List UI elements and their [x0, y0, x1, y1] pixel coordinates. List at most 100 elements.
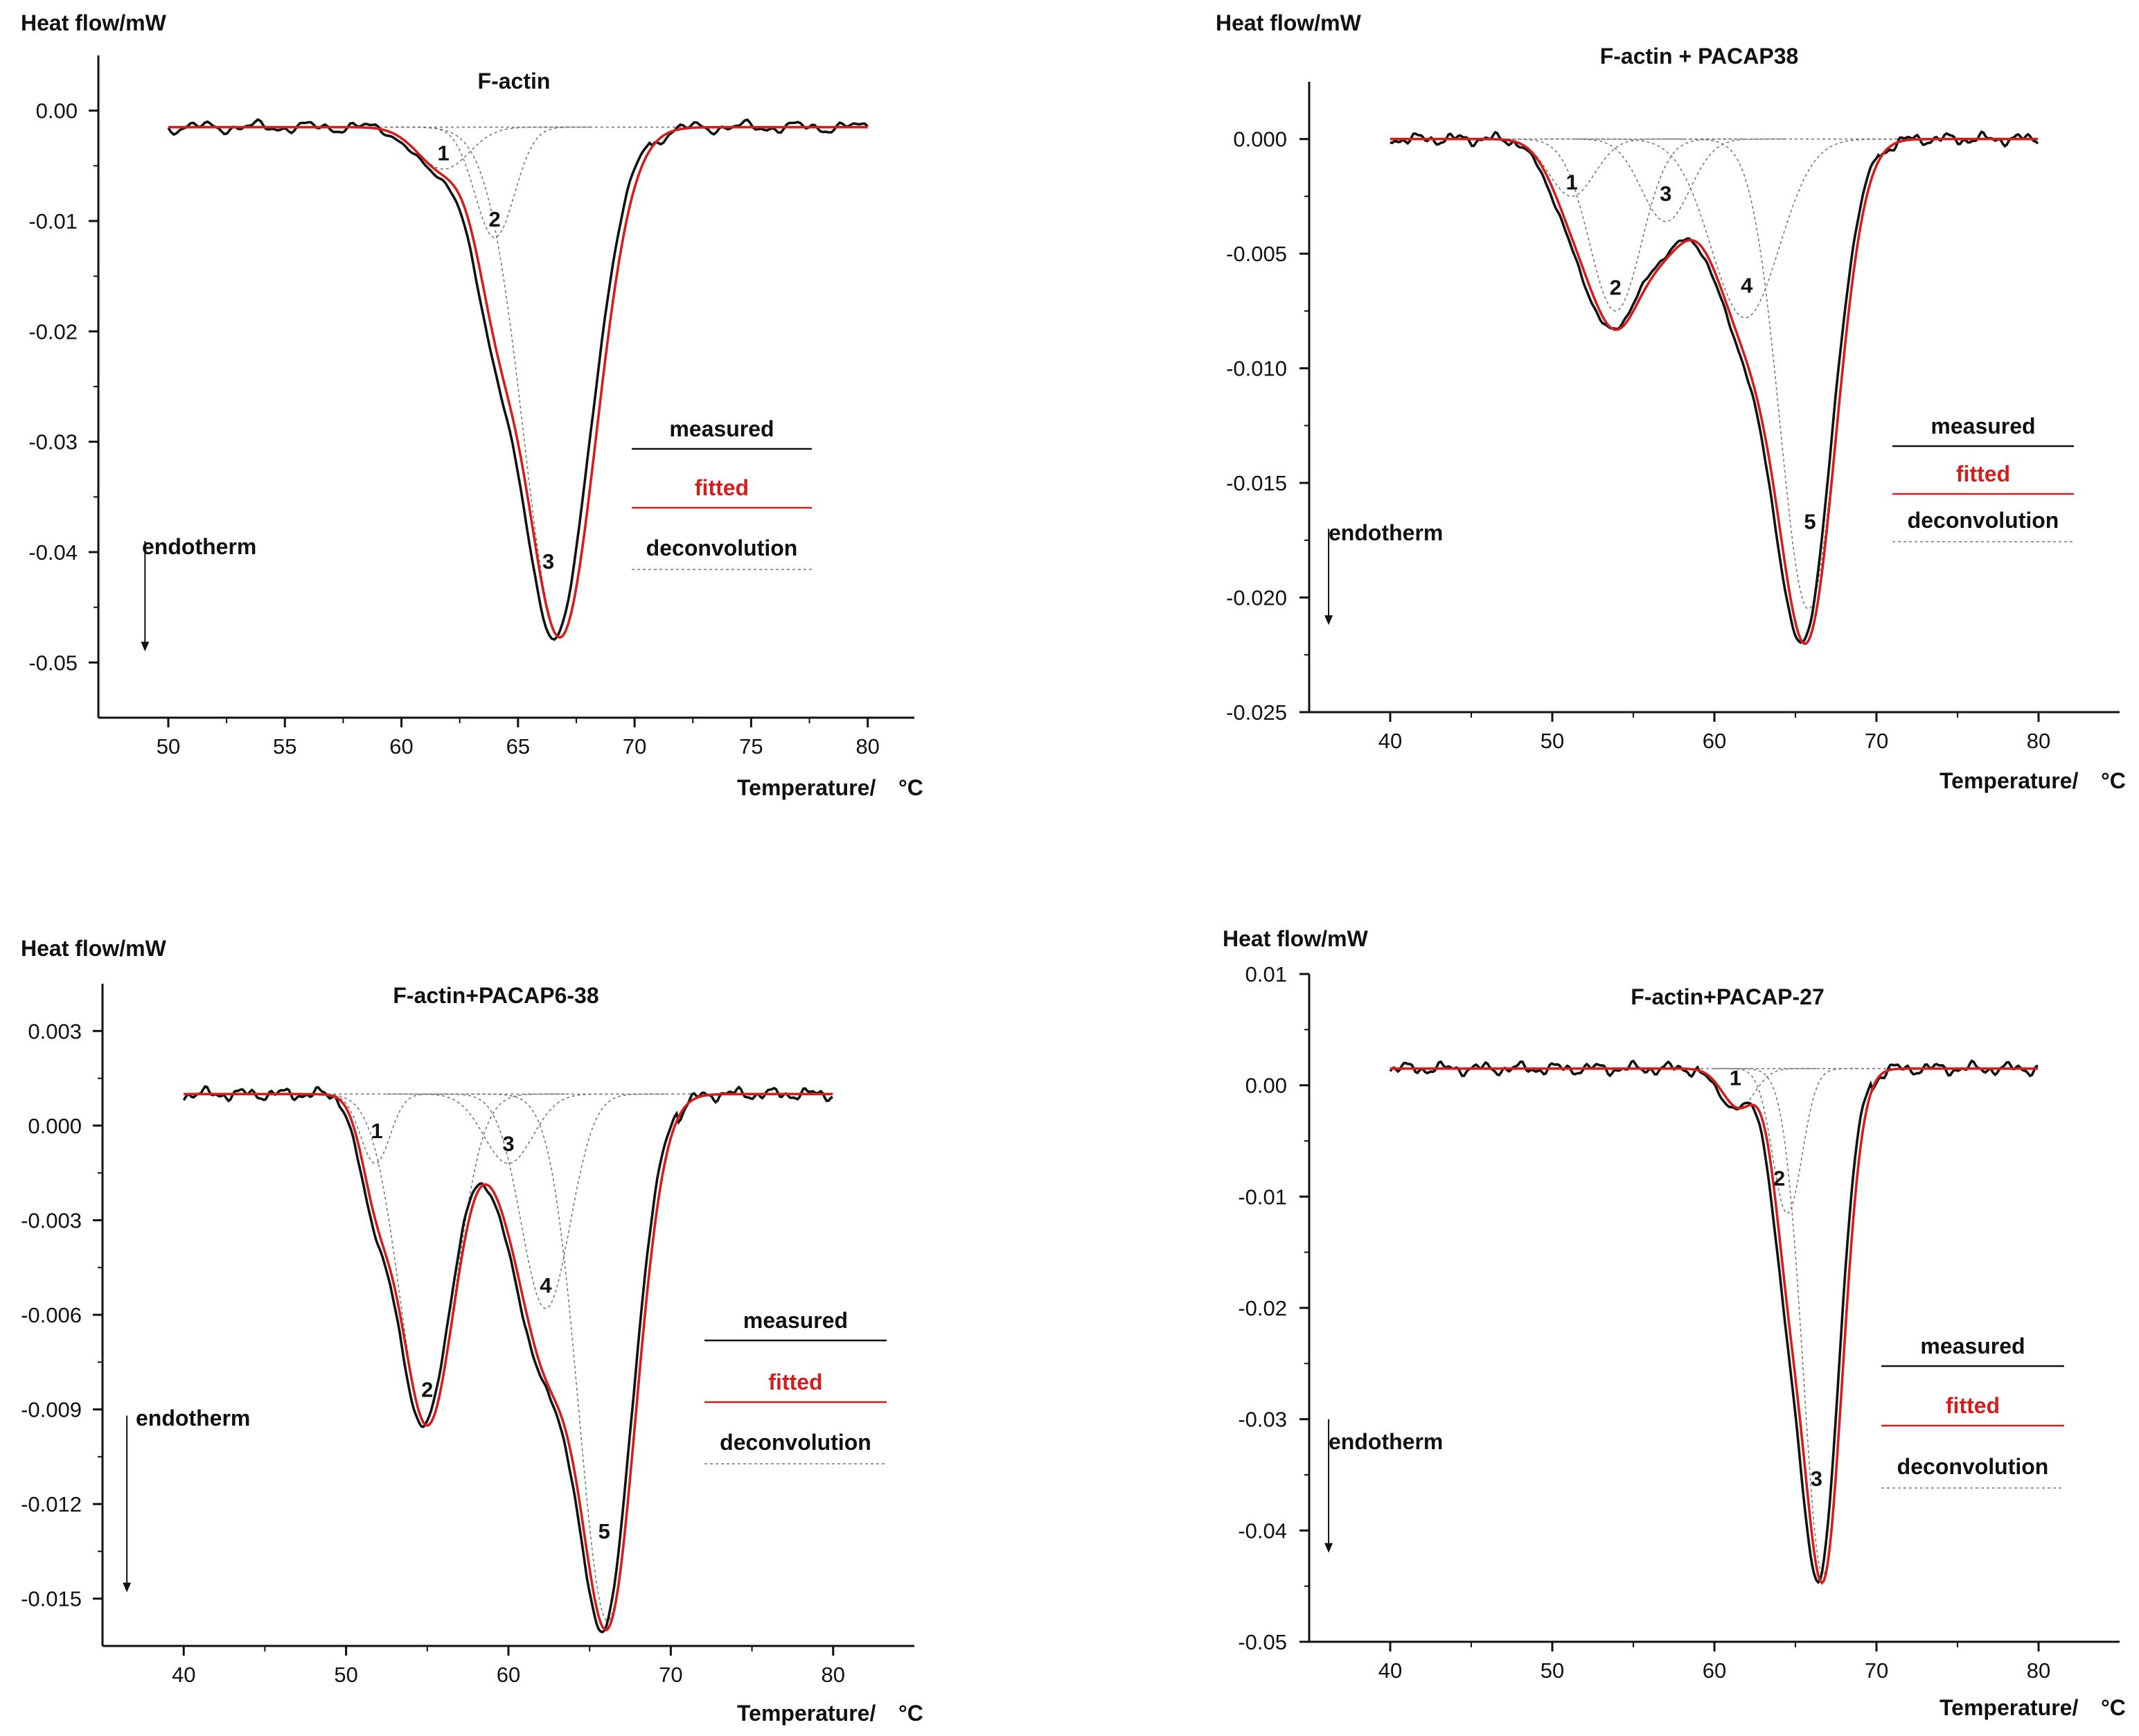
x-tick-label: 80 — [822, 1663, 845, 1687]
y-tick-label: 0.000 — [1233, 127, 1287, 152]
deconvolution-peak-4 — [1574, 138, 1915, 319]
y-tick-label: -0.05 — [28, 650, 78, 675]
x-axis-label: Temperature/ — [737, 775, 876, 800]
endotherm-arrow-head — [1324, 615, 1333, 626]
legend-measured-label: measured — [1920, 1334, 2025, 1358]
legend-fitted-label: fitted — [1946, 1393, 2000, 1418]
peak-label-2: 2 — [1610, 276, 1622, 300]
peak-label-5: 5 — [598, 1519, 610, 1543]
x-tick-label: 40 — [1378, 729, 1402, 753]
peak-label-4: 4 — [1741, 273, 1753, 297]
y-tick-label: -0.01 — [28, 209, 78, 233]
y-tick-label: 0.000 — [28, 1114, 82, 1138]
y-tick-label: -0.020 — [1226, 586, 1287, 610]
legend-fitted-label: fitted — [1956, 461, 2010, 486]
endotherm-label: endotherm — [142, 534, 256, 559]
x-tick-label: 70 — [623, 734, 646, 759]
peak-label-3: 3 — [542, 549, 554, 574]
peak-label-3: 3 — [502, 1131, 514, 1155]
x-axis-label: Temperature/ — [737, 1701, 876, 1726]
peak-label-1: 1 — [371, 1119, 383, 1143]
endotherm-label: endotherm — [1329, 1429, 1443, 1454]
x-tick-label: 60 — [497, 1663, 520, 1687]
y-tick-label: -0.02 — [1238, 1296, 1287, 1320]
chart-title: F-actin+PACAP-27 — [1631, 984, 1824, 1009]
legend: measured fitted deconvolution — [1892, 414, 2074, 542]
peak-label-4: 4 — [540, 1273, 552, 1297]
x-tick-label: 70 — [1865, 1658, 1888, 1683]
y-tick-label: -0.015 — [21, 1587, 82, 1611]
y-tick-label: -0.04 — [1238, 1518, 1287, 1543]
y-axis-label: Heat flow/mW — [21, 936, 167, 961]
x-tick-label: 50 — [1541, 1658, 1564, 1683]
fitted-line — [1390, 1067, 2039, 1585]
chart-title: F-actin + PACAP38 — [1600, 44, 1799, 69]
x-tick-label: 60 — [1703, 1658, 1726, 1683]
measured-line — [182, 1085, 833, 1633]
deconvolution-peak-3 — [379, 126, 740, 638]
deconvolution-peak-2 — [1486, 138, 1745, 312]
x-tick-label: 65 — [506, 734, 530, 759]
chart-title: F-actin — [478, 69, 551, 94]
measured-line — [1389, 1059, 2039, 1584]
x-tick-label: 80 — [2027, 1658, 2050, 1683]
x-tick-label: 60 — [389, 734, 413, 759]
legend-measured-label: measured — [669, 416, 774, 441]
x-tick-label: 50 — [157, 734, 180, 759]
peak-label-2: 2 — [1773, 1166, 1785, 1190]
chart-panel-4: 0.01 0.00 -0.01 -0.02 -0.03 -0.04 -0.05 40 50 60 7… — [1223, 926, 2126, 1720]
y-tick-label: 0.01 — [1245, 962, 1287, 986]
deconvolution-peak-2 — [396, 126, 593, 238]
peak-label-2: 2 — [421, 1377, 433, 1401]
x-tick-label: 70 — [1865, 729, 1888, 753]
endotherm-arrow-head — [1324, 1543, 1333, 1553]
deconvolution-peak-5 — [1667, 138, 1950, 610]
y-tick-label: -0.003 — [21, 1208, 82, 1232]
endotherm-label: endotherm — [1329, 520, 1443, 545]
peak-label-1: 1 — [438, 141, 450, 165]
legend-deconvolution-label: deconvolution — [720, 1430, 871, 1455]
peak-label-1: 1 — [1565, 170, 1577, 195]
y-tick-label: -0.009 — [21, 1398, 82, 1422]
x-tick-label: 50 — [334, 1663, 357, 1687]
endotherm-arrow-head — [123, 1582, 132, 1593]
legend: measured fitted deconvolution — [632, 416, 812, 570]
y-axis-label: Heat flow/mW — [21, 10, 167, 35]
deconvolution-peak-2 — [289, 1093, 565, 1426]
peak-label-1: 1 — [1730, 1066, 1741, 1090]
y-tick-label: -0.010 — [1226, 357, 1287, 381]
x-axis-label: Temperature/ — [1940, 768, 2078, 793]
legend-deconvolution-label: deconvolution — [1897, 1454, 2049, 1479]
legend-deconvolution-label: deconvolution — [1908, 508, 2059, 533]
x-tick-label: 80 — [855, 734, 879, 759]
x-axis-unit: °C — [898, 775, 923, 800]
x-tick-label: 40 — [1378, 1658, 1402, 1683]
y-tick-label: -0.025 — [1226, 700, 1287, 725]
x-tick-label: 50 — [1541, 729, 1564, 753]
deconvolution-peak-3 — [1544, 138, 1786, 222]
legend: measured fitted deconvolution — [1881, 1334, 2064, 1489]
y-tick-label: -0.006 — [21, 1303, 82, 1327]
legend-deconvolution-label: deconvolution — [646, 535, 798, 560]
y-tick-label: -0.05 — [1238, 1630, 1287, 1654]
peak-label-5: 5 — [1804, 509, 1816, 533]
deconvolution-peak-3 — [1725, 1068, 1919, 1576]
x-axis-label: Temperature/ — [1940, 1695, 2078, 1720]
fitted-line — [1390, 137, 2039, 646]
x-axis-unit: °C — [2101, 1695, 2126, 1720]
fitted-line — [184, 1092, 833, 1631]
y-tick-label: 0.00 — [1245, 1074, 1287, 1098]
y-tick-label: 0.003 — [28, 1019, 82, 1043]
x-axis-unit: °C — [898, 1701, 923, 1726]
y-tick-label: -0.012 — [21, 1492, 82, 1516]
y-tick-label: -0.005 — [1226, 242, 1287, 266]
x-tick-label: 80 — [2027, 729, 2050, 753]
x-tick-label: 40 — [172, 1663, 195, 1687]
legend-fitted-label: fitted — [695, 475, 749, 500]
peak-label-3: 3 — [1660, 181, 1671, 206]
legend-measured-label: measured — [1931, 414, 2035, 439]
fitted-line — [168, 125, 868, 639]
y-axis-label: Heat flow/mW — [1216, 10, 1362, 35]
y-tick-label: -0.015 — [1226, 471, 1287, 495]
